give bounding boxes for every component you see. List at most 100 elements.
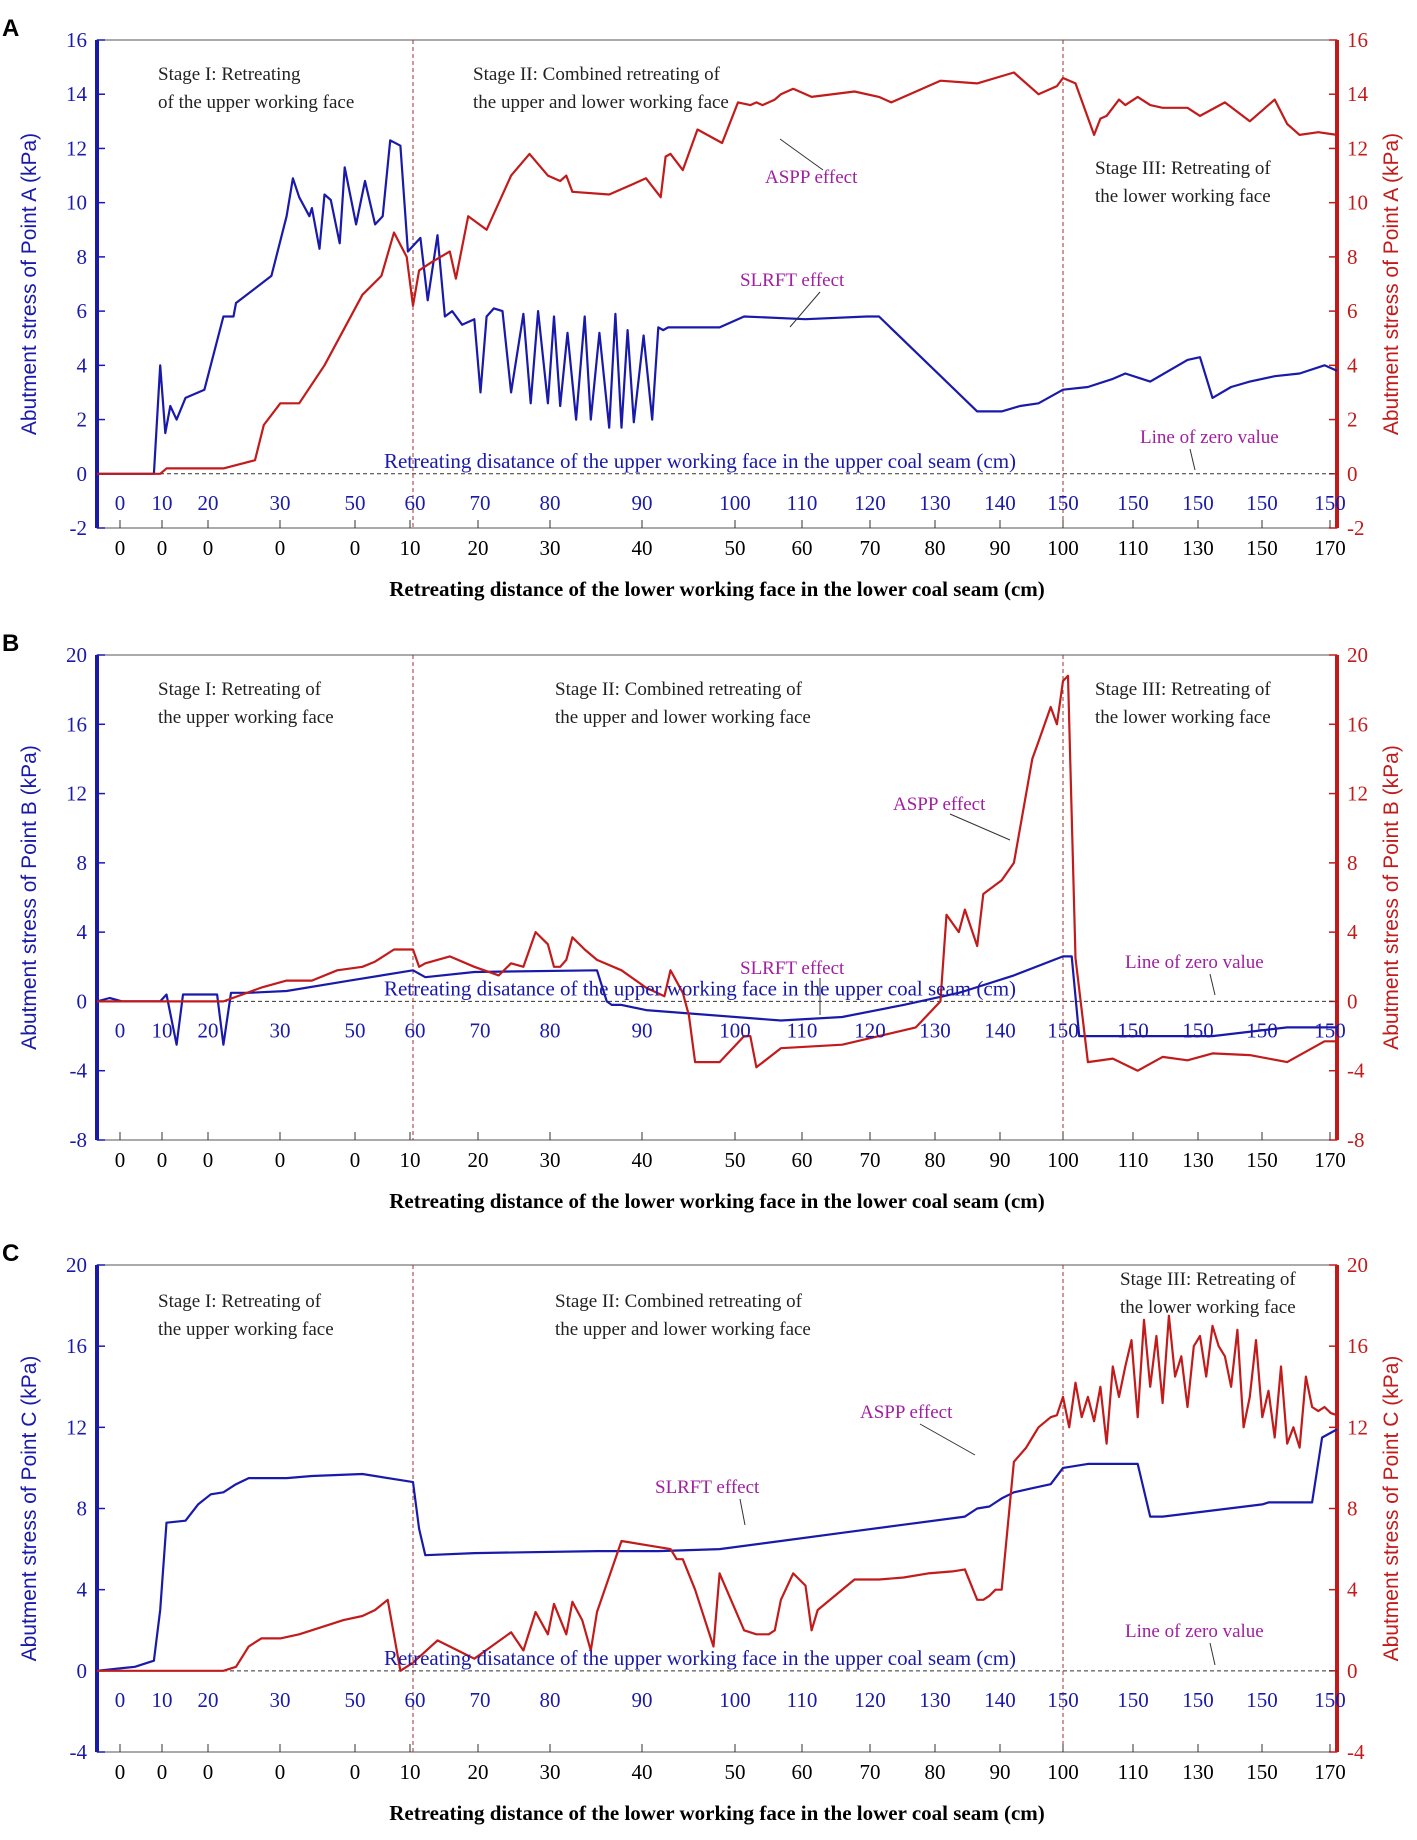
upper-x-tick-label: 60 bbox=[405, 491, 426, 515]
upper-x-tick-label: 140 bbox=[984, 1018, 1016, 1042]
panel-label: B bbox=[2, 630, 19, 657]
left-tick-label: 4 bbox=[77, 353, 88, 377]
upper-x-tick-label: 110 bbox=[787, 1688, 818, 1712]
lower-x-tick-label: 50 bbox=[725, 536, 746, 560]
lower-x-axis-title: Retreating distance of the lower working… bbox=[389, 577, 1045, 601]
upper-x-axis-title: Retreating disatance of the upper workin… bbox=[384, 449, 1016, 473]
left-tick-label: 20 bbox=[66, 1253, 87, 1277]
upper-x-tick-label: 150 bbox=[1117, 491, 1149, 515]
left-tick-label: -4 bbox=[70, 1059, 88, 1083]
lower-x-tick-label: 30 bbox=[540, 1148, 561, 1172]
upper-x-tick-label: 20 bbox=[198, 1688, 219, 1712]
lower-x-tick-label: 70 bbox=[860, 1760, 881, 1784]
lower-x-tick-label: 50 bbox=[725, 1760, 746, 1784]
stage-subtitle: the upper and lower working face bbox=[555, 1319, 811, 1340]
upper-x-tick-label: 30 bbox=[270, 491, 291, 515]
right-tick-label: 4 bbox=[1347, 353, 1358, 377]
lower-x-tick-label: 0 bbox=[350, 536, 361, 560]
left-tick-label: -2 bbox=[70, 516, 88, 540]
zero-line-label-leader bbox=[1209, 1642, 1216, 1666]
right-tick-label: 8 bbox=[1347, 245, 1358, 269]
stage-subtitle: the lower working face bbox=[1095, 186, 1271, 207]
lower-x-tick-label: 150 bbox=[1246, 1148, 1278, 1172]
stage-title: Stage II: Combined retreating of bbox=[555, 679, 803, 700]
left-axis-title: Abutment stress of Point C (kPa) bbox=[18, 1356, 41, 1662]
right-tick-label: 0 bbox=[1347, 1659, 1358, 1683]
upper-x-axis-title: Retreating disatance of the upper workin… bbox=[384, 976, 1016, 1000]
left-tick-label: 0 bbox=[77, 1659, 88, 1683]
right-tick-label: 6 bbox=[1347, 299, 1358, 323]
lower-x-tick-label: 30 bbox=[540, 536, 561, 560]
right-axis-title: Abutment stress of Point C (kPa) bbox=[1380, 1356, 1403, 1662]
lower-x-tick-label: 130 bbox=[1182, 1148, 1214, 1172]
upper-x-tick-label: 90 bbox=[632, 491, 653, 515]
stage-subtitle: the upper and lower working face bbox=[473, 92, 729, 113]
left-tick-label: 12 bbox=[66, 136, 87, 160]
right-tick-label: 8 bbox=[1347, 1497, 1358, 1521]
stage-title: Stage I: Retreating bbox=[158, 64, 301, 85]
lower-x-tick-label: 0 bbox=[203, 1760, 214, 1784]
zero-line-label: Line of zero value bbox=[1140, 427, 1279, 448]
upper-x-tick-label: 100 bbox=[719, 1018, 751, 1042]
right-tick-label: 0 bbox=[1347, 462, 1358, 486]
upper-x-tick-label: 60 bbox=[405, 1688, 426, 1712]
lower-x-tick-label: 0 bbox=[275, 1760, 286, 1784]
right-tick-label: 4 bbox=[1347, 920, 1358, 944]
lower-x-tick-label: 80 bbox=[925, 536, 946, 560]
aspp-label: ASPP effect bbox=[860, 1402, 953, 1423]
upper-x-tick-label: 120 bbox=[854, 1018, 886, 1042]
lower-face-series-line bbox=[97, 1314, 1338, 1672]
stage-title: Stage I: Retreating of bbox=[158, 679, 322, 700]
upper-x-tick-label: 10 bbox=[152, 1688, 173, 1712]
right-tick-label: 20 bbox=[1347, 643, 1368, 667]
upper-x-tick-label: 0 bbox=[115, 1018, 126, 1042]
lower-x-tick-label: 0 bbox=[275, 536, 286, 560]
stage-title: Stage III: Retreating of bbox=[1120, 1269, 1296, 1290]
upper-x-tick-label: 60 bbox=[405, 1018, 426, 1042]
lower-x-tick-label: 20 bbox=[468, 1760, 489, 1784]
upper-x-tick-label: 110 bbox=[787, 491, 818, 515]
panel-label: C bbox=[2, 1240, 19, 1267]
upper-x-tick-label: 120 bbox=[854, 1688, 886, 1712]
slrft-label-leader bbox=[789, 291, 821, 328]
lower-x-axis-title: Retreating distance of the lower working… bbox=[389, 1801, 1045, 1825]
lower-x-tick-label: 170 bbox=[1314, 1760, 1346, 1784]
upper-face-series-line bbox=[96, 1428, 1338, 1672]
lower-x-tick-label: 40 bbox=[632, 536, 653, 560]
upper-x-tick-label: 150 bbox=[1117, 1018, 1149, 1042]
upper-x-tick-label: 30 bbox=[270, 1018, 291, 1042]
right-tick-label: 2 bbox=[1347, 408, 1358, 432]
upper-x-tick-label: 140 bbox=[984, 1688, 1016, 1712]
upper-x-tick-label: 20 bbox=[198, 1018, 219, 1042]
lower-face-series-line bbox=[97, 71, 1338, 475]
upper-x-tick-label: 150 bbox=[1314, 491, 1346, 515]
lower-x-tick-label: 130 bbox=[1182, 1760, 1214, 1784]
lower-x-tick-label: 0 bbox=[157, 536, 168, 560]
right-tick-label: 8 bbox=[1347, 851, 1358, 875]
lower-x-tick-label: 110 bbox=[1118, 536, 1149, 560]
upper-x-tick-label: 150 bbox=[1047, 1018, 1079, 1042]
upper-x-tick-label: 0 bbox=[115, 1688, 126, 1712]
lower-x-tick-label: 20 bbox=[468, 1148, 489, 1172]
stage-title: Stage III: Retreating of bbox=[1095, 158, 1271, 179]
right-tick-label: 16 bbox=[1347, 28, 1368, 52]
stage-title: Stage II: Combined retreating of bbox=[555, 1291, 803, 1312]
right-axis-title: Abutment stress of Point A (kPa) bbox=[1380, 133, 1403, 435]
upper-x-tick-label: 120 bbox=[854, 491, 886, 515]
upper-x-tick-label: 150 bbox=[1246, 491, 1278, 515]
upper-x-tick-label: 70 bbox=[470, 1018, 491, 1042]
upper-x-tick-label: 100 bbox=[719, 1688, 751, 1712]
lower-x-tick-label: 0 bbox=[115, 1760, 126, 1784]
stage-subtitle: the lower working face bbox=[1120, 1297, 1296, 1318]
lower-x-tick-label: 10 bbox=[400, 536, 421, 560]
lower-x-tick-label: 0 bbox=[157, 1148, 168, 1172]
lower-x-tick-label: 170 bbox=[1314, 1148, 1346, 1172]
zero-line-label: Line of zero value bbox=[1125, 952, 1264, 973]
lower-x-tick-label: 0 bbox=[350, 1148, 361, 1172]
left-tick-label: 4 bbox=[77, 1578, 88, 1602]
aspp-label-leader bbox=[919, 1423, 976, 1456]
left-tick-label: 10 bbox=[66, 191, 87, 215]
right-tick-label: 16 bbox=[1347, 1334, 1368, 1358]
upper-x-tick-label: 10 bbox=[152, 491, 173, 515]
